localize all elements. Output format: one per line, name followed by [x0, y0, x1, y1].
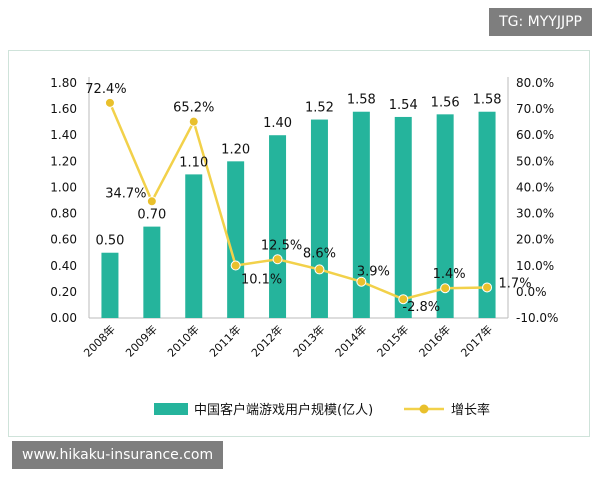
y-left-tick-label: 0.80: [50, 207, 77, 221]
bar-value-label: 1.10: [179, 155, 208, 170]
growth-point: [440, 283, 451, 294]
y-right-tick-label: 0.0%: [516, 285, 547, 299]
bar: [478, 111, 496, 318]
y-left-tick-label: 1.40: [50, 128, 77, 142]
watermark-bottom: www.hikaku-insurance.com: [12, 441, 224, 469]
x-tick-label: 2013年: [290, 322, 327, 359]
growth-value-label: 34.7%: [105, 186, 146, 201]
x-tick-label: 2015年: [374, 322, 411, 359]
x-tick-label: 2009年: [122, 322, 159, 359]
growth-value-label: -2.8%: [402, 300, 440, 315]
bar: [436, 114, 454, 318]
y-left-tick-label: 0.40: [50, 259, 77, 273]
bar: [143, 226, 161, 318]
bar-value-label: 1.52: [305, 101, 334, 116]
x-tick-label: 2011年: [206, 322, 243, 359]
growth-value-label: 65.2%: [173, 101, 214, 116]
legend-bar-swatch: [154, 403, 188, 415]
y-right-tick-label: 80.0%: [516, 76, 554, 90]
x-tick-label: 2016年: [416, 322, 453, 359]
x-tick-label: 2008年: [81, 322, 118, 359]
y-left-tick-label: 0.60: [50, 233, 77, 247]
bar-value-label: 1.58: [347, 93, 376, 108]
watermark-top: TG: MYYJJPP: [489, 8, 592, 36]
chart-frame: 0.00 0.20 0.40 0.60 0.80 1.00 1.20 1.40 1.60 1.80…: [8, 50, 590, 437]
bar: [352, 111, 370, 318]
growth-point: [146, 196, 157, 207]
y-right-tick-label: 30.0%: [516, 207, 554, 221]
x-tick-label: 2014年: [332, 322, 369, 359]
growth-point: [272, 254, 283, 265]
y-left-tick-label: 1.20: [50, 154, 77, 168]
x-tick-label: 2012年: [248, 322, 285, 359]
growth-value-label: 10.1%: [241, 273, 282, 288]
growth-point: [104, 97, 115, 108]
bar: [101, 252, 119, 318]
growth-value-label: 8.6%: [303, 246, 336, 261]
y-left-tick-label: 0.00: [50, 311, 77, 325]
growth-point: [356, 276, 367, 287]
growth-value-label: 12.5%: [261, 238, 302, 253]
growth-value-label: 1.4%: [433, 267, 466, 282]
bar: [394, 116, 412, 318]
growth-value-label: 3.9%: [357, 265, 390, 280]
bar-value-label: 1.20: [221, 142, 250, 157]
bar-value-label: 1.56: [431, 95, 460, 110]
growth-line: [108, 102, 488, 301]
y-right-tick-label: 60.0%: [516, 128, 554, 142]
legend-bar-label: 中国客户端游戏用户规模(亿人): [194, 402, 373, 418]
y-left-tick-label: 0.20: [50, 285, 77, 299]
x-tick-label: 2010年: [164, 322, 201, 359]
y-right-tick-label: 20.0%: [516, 233, 554, 247]
bar: [227, 161, 245, 318]
growth-value-label: 1.7%: [499, 276, 532, 291]
bar: [269, 135, 287, 318]
bar-value-label: 1.54: [389, 98, 418, 113]
y-right-tick-label: -10.0%: [516, 311, 558, 325]
bar: [185, 174, 203, 318]
growth-point: [482, 282, 493, 293]
y-right-tick-label: 50.0%: [516, 154, 554, 168]
bar-value-label: 1.58: [473, 93, 502, 108]
y-right-tick-label: 40.0%: [516, 180, 554, 194]
growth-point: [314, 264, 325, 275]
bar-value-label: 0.50: [95, 234, 124, 249]
bar-value-label: 0.70: [137, 208, 166, 223]
y-right-tick-label: 70.0%: [516, 102, 554, 116]
growth-point: [230, 260, 241, 271]
growth-value-label: 72.4%: [85, 82, 126, 97]
growth-point: [188, 116, 199, 127]
x-tick-label: 2017年: [458, 322, 495, 359]
legend-line-marker: [419, 404, 429, 414]
bar: [310, 119, 328, 318]
y-right-tick-label: 10.0%: [516, 259, 554, 273]
growth-point: [398, 294, 409, 305]
chart: 0.00 0.20 0.40 0.60 0.80 1.00 1.20 1.40 1.60 1.80…: [50, 76, 558, 418]
y-left-tick-label: 1.60: [50, 102, 77, 116]
y-left-tick-label: 1.00: [50, 180, 77, 194]
y-left-tick-label: 1.80: [50, 76, 77, 90]
legend-line-label: 增长率: [451, 402, 490, 418]
bar-value-label: 1.40: [263, 116, 292, 131]
